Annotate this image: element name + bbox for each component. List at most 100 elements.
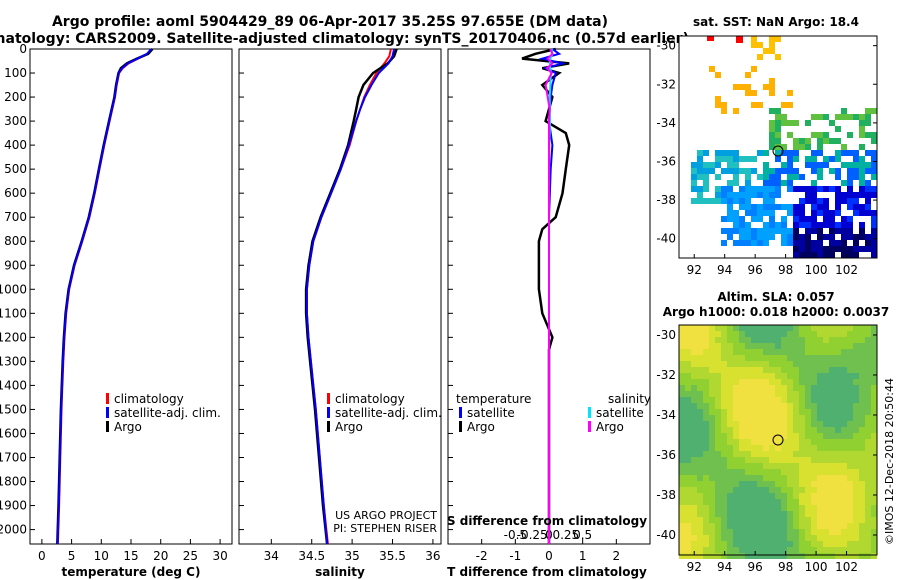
sst-cell [769,222,775,228]
sla-cell [769,337,775,343]
sla-cell [745,349,751,355]
sla-cell [793,397,799,403]
sla-cell [763,331,769,337]
sla-cell [811,433,817,439]
sst-cell [835,156,841,162]
sla-cell [739,337,745,343]
sla-cell [697,505,703,511]
sst-cell [859,174,865,180]
sla-cell [703,547,709,553]
sla-cell [847,469,853,475]
sla-cell [691,325,697,331]
sla-cell [751,367,757,373]
sla-cell [871,415,877,421]
sst-cell [721,192,727,198]
sla-cell [793,529,799,535]
sla-cell [697,403,703,409]
salinity-xlabel: salinity [315,565,365,579]
sla-cell [709,403,715,409]
sst-cell [805,144,811,150]
sla-cell [811,391,817,397]
sst-cell [817,228,823,234]
sla-cell [745,373,751,379]
sla-cell [703,523,709,529]
sla-cell [829,529,835,535]
sla-cell [709,343,715,349]
sla-cell [865,349,871,355]
sla-cell [703,535,709,541]
sla-cell [769,409,775,415]
sst-cell [781,180,787,186]
sst-cell [799,216,805,222]
sla-cell [679,331,685,337]
sla-cell [853,499,859,505]
sla-cell [739,457,745,463]
sla-cell [745,451,751,457]
sla-cell [805,349,811,355]
sla-cell [811,331,817,337]
sla-cell [817,523,823,529]
sla-cell [745,343,751,349]
sla-map-panel: Altim. SLA: 0.057 Argo h1000: 0.018 h200… [656,290,889,574]
sla-cell [805,379,811,385]
sla-cell [715,445,721,451]
sla-cell [733,343,739,349]
sla-cell [679,475,685,481]
sla-cell [697,541,703,547]
sla-cell [769,517,775,523]
sla-cell [835,409,841,415]
x-tick-label: -1 [509,549,521,563]
sla-cell [829,505,835,511]
sla-cell [835,547,841,553]
sla-cell [793,523,799,529]
sst-cell [865,132,871,138]
sla-cell [829,421,835,427]
sla-cell [841,397,847,403]
sla-cell [709,451,715,457]
sla-cell [715,361,721,367]
sla-cell [691,403,697,409]
series-line-argo [56,48,154,545]
sla-cell [793,325,799,331]
sst-cell [841,252,847,258]
sla-cell [739,415,745,421]
sla-cell [715,415,721,421]
sla-cell [763,421,769,427]
sla-cell [757,343,763,349]
sst-cell [691,174,697,180]
sst-cell [793,252,799,258]
sst-cell [871,210,877,216]
x-tick-label: 36 [425,549,440,563]
lon-tick-label: 94 [717,263,732,277]
sla-cell [697,433,703,439]
sst-cell [853,246,859,252]
sst-cell [853,198,859,204]
sst-cell [871,246,877,252]
depth-tick-label: 300 [4,114,27,128]
sst-cell [805,120,811,126]
s-difference-label: S difference from climatology [447,514,647,528]
sla-cell [805,397,811,403]
x-tick-label: -2 [476,549,488,563]
sla-cell [751,331,757,337]
sla-cell [727,505,733,511]
sla-cell [697,475,703,481]
sla-cell [835,385,841,391]
sla-cell [799,499,805,505]
sla-cell [781,403,787,409]
sst-cell [847,168,853,174]
sst-cell [751,90,757,96]
sla-cell [811,547,817,553]
sla-cell [757,325,763,331]
sla-cell [715,517,721,523]
sla-cell [769,373,775,379]
sla-cell [757,403,763,409]
sla-cell [691,547,697,553]
sla-cell [745,523,751,529]
sla-cell [805,463,811,469]
sst-cell [847,228,853,234]
sla-cell [817,409,823,415]
legend-swatch-t-satellite [459,407,462,418]
sla-cell [757,523,763,529]
lat-tick-label: -40 [656,528,676,542]
